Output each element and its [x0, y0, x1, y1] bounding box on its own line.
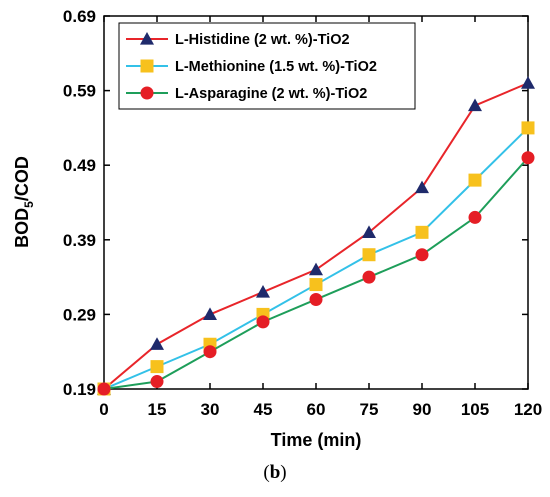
data-point	[309, 278, 323, 292]
legend-label: L-Methionine (1.5 wt. %)-TiO2	[175, 59, 377, 75]
y-tick-label: 0.29	[63, 305, 96, 324]
y-axis-title-subscript: 5	[22, 201, 36, 208]
y-tick-label: 0.49	[63, 156, 96, 175]
y-tick-label: 0.39	[63, 231, 96, 250]
data-point	[309, 292, 323, 306]
series-layer	[97, 76, 535, 396]
series-line	[103, 127, 529, 390]
data-point	[256, 315, 270, 329]
legend-marker	[140, 32, 154, 45]
legend-label: L-Histidine (2 wt. %)-TiO2	[175, 32, 350, 48]
data-point	[150, 360, 164, 374]
y-tick-label: 0.19	[63, 380, 96, 399]
x-tick-label: 30	[201, 400, 220, 419]
caption-letter: b	[269, 462, 281, 483]
x-tick-label: 105	[461, 400, 489, 419]
data-point	[362, 248, 376, 262]
caption-close: )	[280, 462, 287, 483]
legend-label: L-Asparagine (2 wt. %)-TiO2	[175, 86, 367, 102]
series-line	[103, 82, 529, 390]
x-tick-label: 120	[514, 400, 542, 419]
legend-box	[118, 22, 416, 110]
x-tick-labels: 0 15 30 45 60 75 90 105 120	[99, 400, 542, 419]
data-point	[415, 248, 429, 262]
data-point	[362, 225, 376, 238]
data-point	[362, 270, 376, 284]
data-point	[203, 307, 217, 320]
figure-caption: (b)	[0, 462, 550, 484]
y-tick-labels: 0.19 0.29 0.39 0.49 0.59 0.69	[63, 7, 96, 399]
x-axis-title: Time (min)	[271, 430, 362, 450]
data-point	[521, 76, 535, 89]
legend-marker	[140, 59, 154, 73]
data-point	[203, 345, 217, 359]
data-point	[150, 375, 164, 389]
x-tick-label: 45	[254, 400, 273, 419]
data-point	[97, 382, 111, 396]
series-3	[97, 151, 535, 396]
data-point	[521, 121, 535, 135]
y-axis-title-main: BOD	[12, 208, 32, 248]
legend: L-Histidine (2 wt. %)-TiO2 L-Methionine (…	[118, 22, 416, 110]
data-point	[468, 173, 482, 187]
data-point	[415, 225, 429, 239]
data-point	[468, 98, 482, 112]
data-point	[521, 151, 535, 165]
x-tick-label: 15	[148, 400, 167, 419]
caption-open: (	[263, 462, 270, 483]
data-point	[256, 285, 270, 298]
series-1	[97, 76, 535, 395]
x-tick-label: 0	[99, 400, 108, 419]
y-axis-title: BOD5/COD	[12, 156, 36, 248]
y-tick-label: 0.59	[63, 82, 96, 101]
data-point	[415, 180, 429, 194]
data-point	[309, 262, 323, 276]
x-tick-label: 60	[307, 400, 326, 419]
data-point	[150, 337, 164, 350]
y-tick-label: 0.69	[63, 7, 96, 26]
series-2	[97, 121, 535, 396]
legend-marker	[140, 86, 154, 100]
x-tick-label: 75	[360, 400, 379, 419]
line-chart: 0.19 0.29 0.39 0.49 0.59 0.69 0 15 30 45 60 75 90 10…	[12, 7, 542, 450]
x-tick-label: 90	[413, 400, 432, 419]
y-axis-title-tail: /COD	[12, 156, 32, 201]
data-point	[468, 210, 482, 224]
